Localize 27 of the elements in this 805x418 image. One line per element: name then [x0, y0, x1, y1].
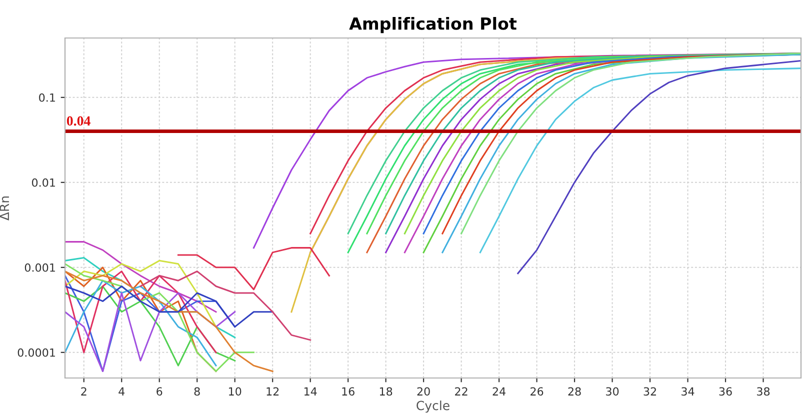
y-axis-title: ΔRn [0, 196, 9, 220]
x-tick-label: 14 [304, 387, 317, 396]
y-tick-label: 0.001 [24, 263, 55, 272]
x-tick-label: 18 [380, 387, 392, 396]
x-tick-label: 4 [118, 387, 125, 396]
x-tick-label: 8 [194, 387, 200, 396]
x-tick-label: 36 [719, 387, 732, 396]
x-tick-label: 30 [606, 387, 619, 396]
x-tick-label: 12 [266, 387, 279, 396]
y-tick-label: 0.01 [32, 178, 55, 187]
x-tick-label: 2 [81, 387, 86, 396]
x-axis-title: Cycle [416, 400, 450, 413]
x-tick-label: 34 [682, 387, 694, 396]
x-tick-label: 24 [492, 387, 506, 396]
x-tick-label: 32 [644, 387, 656, 396]
ref-line-label: 0.04 [66, 116, 90, 126]
x-tick-label: 26 [530, 387, 544, 396]
x-tick-label: 38 [757, 387, 770, 396]
x-tick-label: 6 [156, 387, 162, 396]
x-tick-label: 16 [342, 387, 354, 396]
y-tick-label: 0.1 [39, 93, 55, 102]
x-tick-label: 28 [568, 387, 581, 396]
x-tick-label: 10 [228, 387, 242, 396]
x-tick-label: 20 [417, 387, 430, 396]
y-tick-label: 0.0001 [18, 348, 55, 357]
x-tick-label: 22 [455, 387, 468, 396]
chart-title: Amplification Plot [349, 17, 517, 34]
